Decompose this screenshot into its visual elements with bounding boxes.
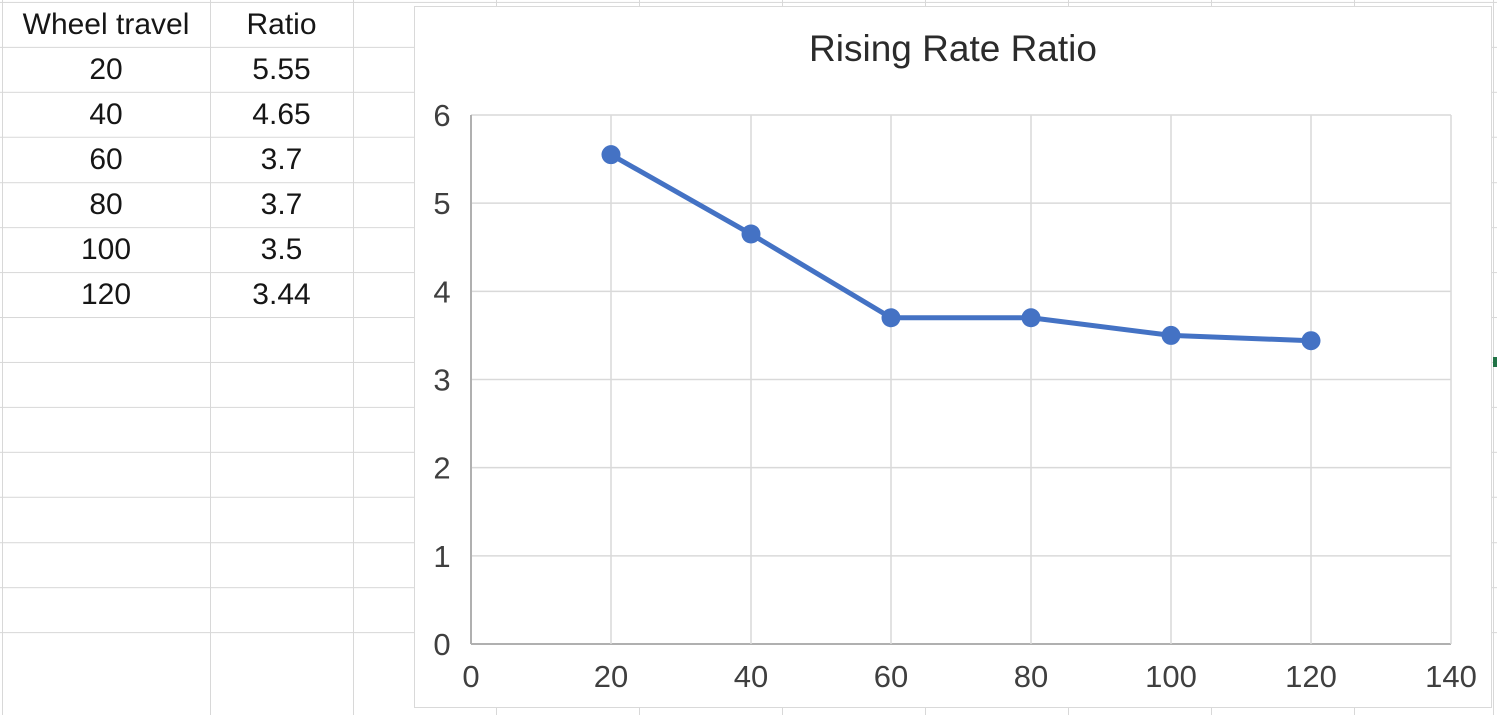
cell-header-wheel-travel[interactable]: Wheel travel	[22, 7, 190, 41]
series-line	[608, 152, 1314, 344]
table-row: 120 3.44	[2, 272, 353, 317]
data-point-marker	[741, 224, 761, 244]
cell-wheel-travel[interactable]: 100	[80, 232, 132, 266]
sheet-column-gridline	[210, 0, 211, 715]
table-row: 20 5.55	[2, 47, 353, 92]
cell-wheel-travel[interactable]: 40	[89, 97, 123, 131]
cell-wheel-travel[interactable]: 120	[80, 277, 132, 311]
data-point-marker	[601, 145, 621, 165]
y-tick-label: 2	[433, 451, 450, 486]
table-row: 100 3.5	[2, 227, 353, 272]
x-tick-label: 120	[1285, 659, 1337, 694]
sheet-column-gridline	[2, 0, 3, 715]
data-point-marker	[1021, 308, 1041, 328]
x-tick-label: 20	[594, 659, 628, 694]
cell-ratio[interactable]: 3.7	[260, 187, 303, 221]
cell-ratio[interactable]: 4.65	[252, 97, 311, 131]
x-tick-label: 40	[734, 659, 768, 694]
table-row: 80 3.7	[2, 182, 353, 227]
table-row: 40 4.65	[2, 92, 353, 137]
x-tick-label: 80	[1014, 659, 1048, 694]
cell-ratio[interactable]: 3.5	[260, 232, 303, 266]
table-header-row: Wheel travel Ratio	[2, 2, 353, 47]
x-tick-label: 100	[1145, 659, 1197, 694]
sheet-column-gridline	[353, 0, 354, 715]
cell-ratio[interactable]: 3.7	[260, 142, 303, 176]
data-point-marker	[1301, 331, 1321, 351]
x-tick-label: 140	[1425, 659, 1477, 694]
cell-wheel-travel[interactable]: 80	[89, 187, 123, 221]
y-tick-label: 5	[433, 186, 450, 221]
data-point-marker	[881, 308, 901, 328]
cell-wheel-travel[interactable]: 60	[89, 142, 123, 176]
y-tick-label: 6	[433, 98, 450, 133]
cell-ratio[interactable]: 5.55	[252, 52, 311, 86]
cell-wheel-travel[interactable]: 20	[89, 52, 123, 86]
data-point-marker	[1161, 325, 1181, 345]
cell-header-ratio[interactable]: Ratio	[246, 7, 317, 41]
cell-selection-indicator	[1493, 357, 1497, 367]
data-table: Wheel travel Ratio 20 5.55 40 4.65 60 3.…	[2, 2, 353, 317]
y-tick-label: 1	[433, 539, 450, 574]
x-tick-label: 0	[462, 659, 479, 694]
chart-title[interactable]: Rising Rate Ratio	[809, 28, 1097, 69]
table-row: 60 3.7	[2, 137, 353, 182]
y-tick-label: 4	[433, 274, 450, 309]
y-tick-label: 3	[433, 363, 450, 398]
y-tick-label: 0	[433, 627, 450, 662]
cell-ratio[interactable]: 3.44	[252, 277, 311, 311]
x-tick-label: 60	[874, 659, 908, 694]
chart-object[interactable]: Rising Rate Ratio 0 1 2 3 4 5 6 0 20 40 60 80 100 120…	[414, 6, 1492, 708]
